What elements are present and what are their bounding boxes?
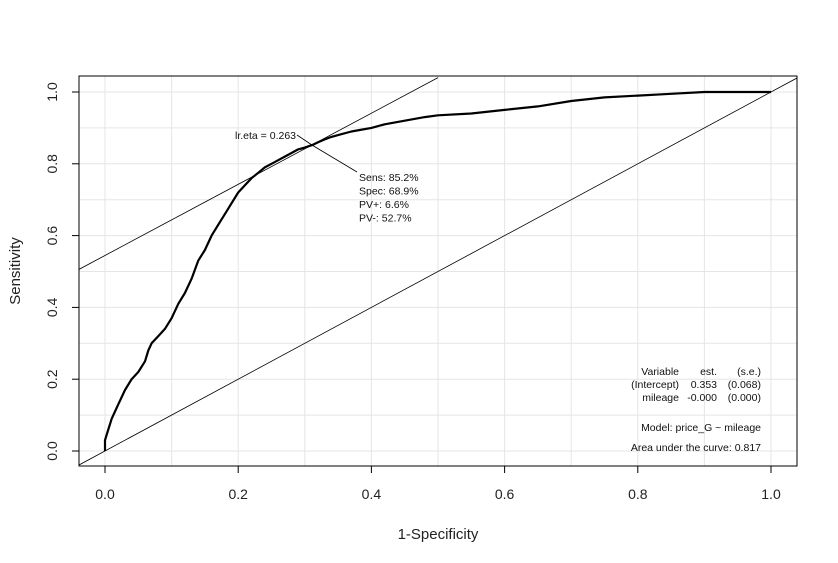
model-formula: Model: price_G ~ mileage [641, 422, 761, 434]
point-stat: Sens: 85.2% [359, 172, 419, 184]
point-stat: Spec: 68.9% [359, 186, 419, 198]
model-table-cell: mileage [642, 392, 679, 404]
model-table-header: (s.e.) [737, 366, 761, 378]
x-tick-label: 0.0 [95, 486, 115, 502]
x-tick-label: 1.0 [761, 486, 781, 502]
y-tick-label: 0.6 [44, 226, 60, 246]
x-tick-label: 0.2 [228, 486, 248, 502]
annotations: lr.eta = 0.263 Sens: 85.2% Spec: 68.9%PV+:… [235, 130, 761, 454]
model-table-cell: (0.068) [728, 379, 761, 391]
axis-ticks: 0.0 0.2 0.4 0.6 0.8 1.0 0.0 0.2 0.4 0.6 0.8 1.0 [44, 82, 781, 502]
model-table-cell: (Intercept) [631, 379, 679, 391]
model-table-header: est. [700, 366, 717, 378]
roc-curve [103, 90, 771, 451]
plot-frame [78, 75, 798, 467]
point-stat: PV+: 6.6% [359, 199, 409, 211]
y-tick-label: 0.8 [44, 154, 60, 174]
x-axis-label: 1-Specificity [398, 526, 479, 543]
point-stat: PV-: 52.7% [359, 213, 412, 225]
cutoff-label-connector [296, 134, 313, 146]
x-tick-label: 0.4 [362, 486, 382, 502]
chance-diagonal-line [79, 77, 797, 466]
y-tick-label: 1.0 [44, 82, 60, 102]
model-table-cell: 0.353 [691, 379, 717, 391]
x-tick-label: 0.8 [628, 486, 648, 502]
cutoff-label: lr.eta = 0.263 [235, 130, 296, 142]
stats-connector [311, 144, 358, 173]
model-table-cell: (0.000) [728, 392, 761, 404]
model-table-header: Variable [641, 366, 679, 378]
auc-text: Area under the curve: 0.817 [631, 442, 761, 454]
model-table-cell: -0.000 [687, 392, 717, 404]
x-tick-label: 0.6 [495, 486, 515, 502]
y-tick-label: 0.4 [44, 297, 60, 317]
y-axis-label: Sensitivity [7, 237, 24, 305]
y-tick-label: 0.2 [44, 369, 60, 389]
y-tick-label: 0.0 [44, 441, 60, 461]
grid-lines [79, 76, 797, 466]
